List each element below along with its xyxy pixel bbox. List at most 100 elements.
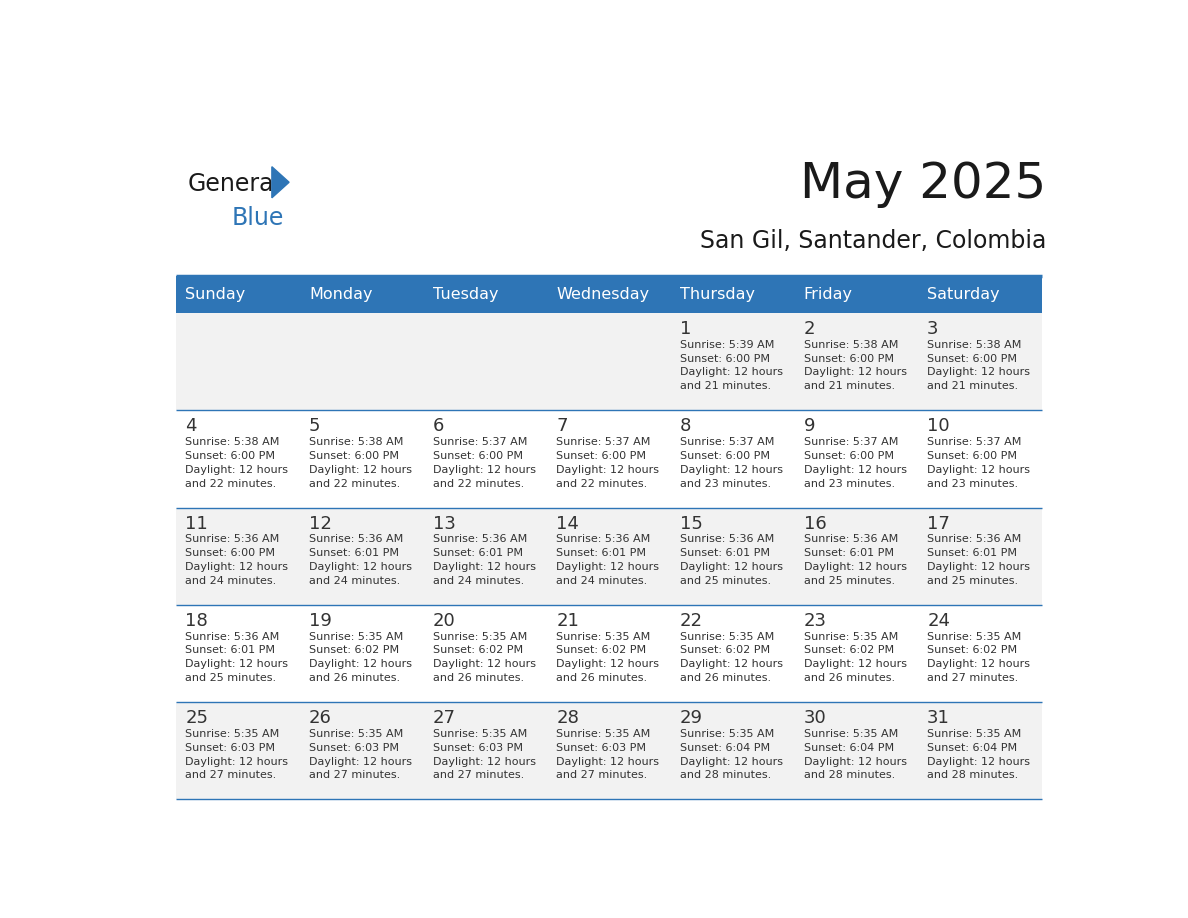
Text: and 25 minutes.: and 25 minutes. — [803, 576, 895, 586]
Bar — [795, 276, 918, 313]
Text: Daylight: 12 hours: Daylight: 12 hours — [432, 659, 536, 669]
Text: and 21 minutes.: and 21 minutes. — [927, 381, 1018, 391]
Bar — [546, 410, 671, 508]
Bar — [176, 313, 299, 410]
Text: Sunrise: 5:35 AM: Sunrise: 5:35 AM — [927, 729, 1022, 739]
Bar — [176, 410, 299, 508]
Text: Sunset: 6:00 PM: Sunset: 6:00 PM — [185, 548, 276, 558]
Text: Daylight: 12 hours: Daylight: 12 hours — [309, 465, 412, 475]
Text: 20: 20 — [432, 612, 455, 630]
Text: Sunset: 6:01 PM: Sunset: 6:01 PM — [309, 548, 399, 558]
Text: Sunrise: 5:35 AM: Sunrise: 5:35 AM — [680, 632, 775, 642]
Text: Sunset: 6:00 PM: Sunset: 6:00 PM — [927, 353, 1017, 364]
Text: and 26 minutes.: and 26 minutes. — [309, 673, 400, 683]
Text: Sunrise: 5:38 AM: Sunrise: 5:38 AM — [309, 437, 404, 447]
Bar — [423, 508, 546, 605]
Text: Sunset: 6:02 PM: Sunset: 6:02 PM — [803, 645, 893, 655]
Text: Sunset: 6:00 PM: Sunset: 6:00 PM — [432, 451, 523, 461]
Bar — [671, 605, 795, 702]
Text: 25: 25 — [185, 709, 208, 727]
Text: Sunset: 6:03 PM: Sunset: 6:03 PM — [432, 743, 523, 753]
Text: Wednesday: Wednesday — [556, 287, 650, 302]
Bar — [546, 605, 671, 702]
Text: 10: 10 — [927, 418, 949, 435]
Bar — [795, 605, 918, 702]
Text: Daylight: 12 hours: Daylight: 12 hours — [680, 659, 783, 669]
Text: 29: 29 — [680, 709, 703, 727]
Text: and 27 minutes.: and 27 minutes. — [432, 770, 524, 780]
Text: Daylight: 12 hours: Daylight: 12 hours — [432, 562, 536, 572]
Text: and 26 minutes.: and 26 minutes. — [556, 673, 647, 683]
Text: Saturday: Saturday — [927, 287, 1000, 302]
Text: 16: 16 — [803, 515, 827, 532]
Text: Sunset: 6:01 PM: Sunset: 6:01 PM — [556, 548, 646, 558]
Text: Sunset: 6:00 PM: Sunset: 6:00 PM — [803, 353, 893, 364]
Text: Sunrise: 5:35 AM: Sunrise: 5:35 AM — [556, 632, 651, 642]
Text: Sunrise: 5:37 AM: Sunrise: 5:37 AM — [927, 437, 1022, 447]
Text: and 28 minutes.: and 28 minutes. — [927, 770, 1018, 780]
Text: Sunrise: 5:35 AM: Sunrise: 5:35 AM — [927, 632, 1022, 642]
Text: Monday: Monday — [309, 287, 373, 302]
Text: Sunrise: 5:36 AM: Sunrise: 5:36 AM — [803, 534, 898, 544]
Text: Sunset: 6:00 PM: Sunset: 6:00 PM — [309, 451, 399, 461]
Text: Sunset: 6:03 PM: Sunset: 6:03 PM — [309, 743, 399, 753]
Bar — [423, 702, 546, 800]
Text: and 23 minutes.: and 23 minutes. — [927, 478, 1018, 488]
Text: Sunset: 6:02 PM: Sunset: 6:02 PM — [556, 645, 646, 655]
Text: Sunset: 6:02 PM: Sunset: 6:02 PM — [309, 645, 399, 655]
Text: Sunrise: 5:35 AM: Sunrise: 5:35 AM — [432, 632, 526, 642]
Bar — [423, 410, 546, 508]
Text: Daylight: 12 hours: Daylight: 12 hours — [556, 562, 659, 572]
Text: 19: 19 — [309, 612, 331, 630]
Text: 17: 17 — [927, 515, 950, 532]
Text: Sunrise: 5:35 AM: Sunrise: 5:35 AM — [309, 729, 403, 739]
Text: and 26 minutes.: and 26 minutes. — [680, 673, 771, 683]
Text: and 24 minutes.: and 24 minutes. — [556, 576, 647, 586]
Text: Sunrise: 5:38 AM: Sunrise: 5:38 AM — [185, 437, 279, 447]
Text: Sunset: 6:00 PM: Sunset: 6:00 PM — [185, 451, 276, 461]
Text: 15: 15 — [680, 515, 703, 532]
Text: Sunrise: 5:36 AM: Sunrise: 5:36 AM — [927, 534, 1022, 544]
Text: Sunset: 6:04 PM: Sunset: 6:04 PM — [680, 743, 770, 753]
Text: San Gil, Santander, Colombia: San Gil, Santander, Colombia — [700, 229, 1047, 253]
Text: Daylight: 12 hours: Daylight: 12 hours — [680, 367, 783, 377]
Text: 5: 5 — [309, 418, 321, 435]
Bar — [671, 410, 795, 508]
Text: Daylight: 12 hours: Daylight: 12 hours — [927, 367, 1030, 377]
Text: Tuesday: Tuesday — [432, 287, 498, 302]
Text: and 26 minutes.: and 26 minutes. — [803, 673, 895, 683]
Text: and 27 minutes.: and 27 minutes. — [309, 770, 400, 780]
Polygon shape — [272, 167, 289, 197]
Text: Sunrise: 5:35 AM: Sunrise: 5:35 AM — [185, 729, 279, 739]
Text: and 25 minutes.: and 25 minutes. — [927, 576, 1018, 586]
Text: Daylight: 12 hours: Daylight: 12 hours — [185, 562, 289, 572]
Text: and 24 minutes.: and 24 minutes. — [185, 576, 277, 586]
Bar — [176, 605, 299, 702]
Text: 6: 6 — [432, 418, 444, 435]
Text: and 22 minutes.: and 22 minutes. — [556, 478, 647, 488]
Bar — [795, 508, 918, 605]
Text: and 25 minutes.: and 25 minutes. — [680, 576, 771, 586]
Text: Sunset: 6:00 PM: Sunset: 6:00 PM — [680, 353, 770, 364]
Text: Sunset: 6:00 PM: Sunset: 6:00 PM — [927, 451, 1017, 461]
Text: Sunset: 6:01 PM: Sunset: 6:01 PM — [432, 548, 523, 558]
Text: and 27 minutes.: and 27 minutes. — [927, 673, 1018, 683]
Text: Daylight: 12 hours: Daylight: 12 hours — [927, 465, 1030, 475]
Text: and 25 minutes.: and 25 minutes. — [185, 673, 277, 683]
Text: Sunrise: 5:35 AM: Sunrise: 5:35 AM — [803, 729, 898, 739]
Text: Sunset: 6:00 PM: Sunset: 6:00 PM — [556, 451, 646, 461]
Text: 22: 22 — [680, 612, 703, 630]
Text: 21: 21 — [556, 612, 579, 630]
Text: 30: 30 — [803, 709, 827, 727]
Bar — [671, 313, 795, 410]
Bar — [795, 313, 918, 410]
Text: Daylight: 12 hours: Daylight: 12 hours — [803, 562, 906, 572]
Text: Sunset: 6:00 PM: Sunset: 6:00 PM — [680, 451, 770, 461]
Text: Daylight: 12 hours: Daylight: 12 hours — [185, 659, 289, 669]
Text: Sunset: 6:02 PM: Sunset: 6:02 PM — [927, 645, 1017, 655]
Text: and 21 minutes.: and 21 minutes. — [803, 381, 895, 391]
Text: Sunrise: 5:39 AM: Sunrise: 5:39 AM — [680, 340, 775, 350]
Text: 27: 27 — [432, 709, 456, 727]
Bar — [671, 508, 795, 605]
Text: and 28 minutes.: and 28 minutes. — [680, 770, 771, 780]
